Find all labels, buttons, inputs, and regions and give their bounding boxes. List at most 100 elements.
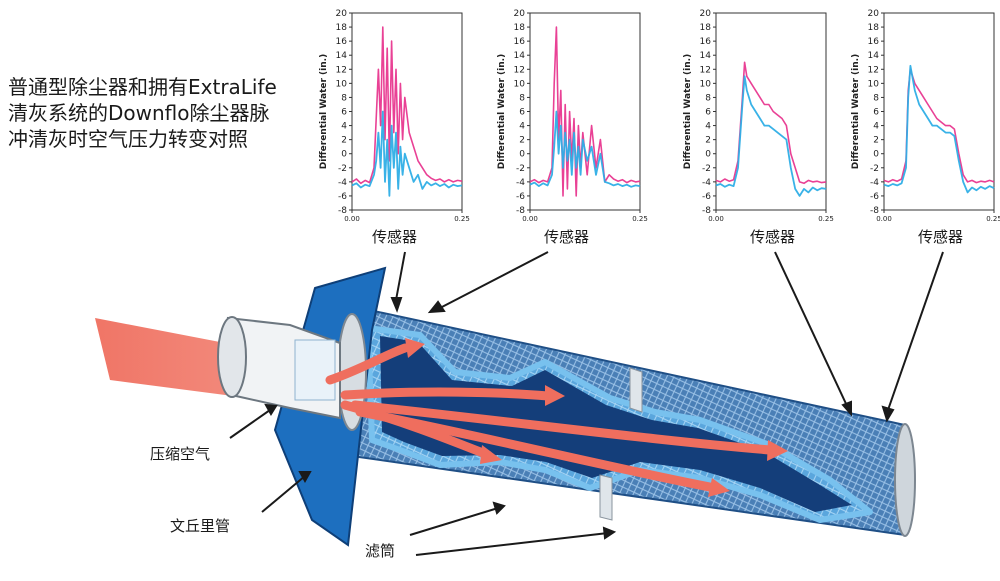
- y-tick-label: -2: [516, 164, 525, 174]
- title-line-2: 清灰系统的Downflo除尘器脉: [8, 101, 270, 125]
- y-tick-label: -8: [870, 206, 879, 216]
- y-tick-label: 12: [336, 65, 347, 75]
- y-tick-label: -6: [516, 192, 525, 202]
- sensor-label-1: 传感器: [372, 228, 418, 246]
- y-tick-label: -4: [870, 178, 879, 188]
- y-tick-label: 6: [873, 108, 879, 118]
- x-tick-label: 0.25: [986, 215, 1000, 223]
- y-tick-label: 18: [868, 23, 880, 33]
- y-tick-label: -2: [338, 164, 347, 174]
- y-tick-label: 0: [873, 150, 879, 160]
- y-tick-label: 18: [514, 23, 526, 33]
- y-tick-label: 0: [519, 150, 525, 160]
- y-tick-label: -2: [702, 164, 711, 174]
- series-line-1: [715, 61, 827, 185]
- plot-frame: [351, 12, 463, 211]
- series-line-1: [529, 26, 641, 197]
- y-axis-label: Differential Water (in.): [683, 54, 693, 169]
- y-tick-label: 8: [873, 93, 879, 103]
- y-tick-label: 8: [341, 93, 347, 103]
- y-tick-label: 10: [700, 79, 712, 89]
- y-tick-label: 20: [336, 9, 348, 19]
- venturi-label: 文丘里管: [170, 517, 231, 535]
- x-tick-label: 0.00: [708, 215, 724, 223]
- sensor-label-4: 传感器: [918, 228, 964, 246]
- y-tick-label: 16: [700, 37, 712, 47]
- y-tick-label: 10: [336, 79, 348, 89]
- y-axis-label: Differential Water (in.): [319, 54, 329, 169]
- compressed-air-label: 压缩空气: [150, 445, 211, 463]
- y-tick-label: -2: [870, 164, 879, 174]
- title-line-3: 冲清灰时空气压力转变对照: [8, 127, 248, 151]
- y-tick-label: 16: [868, 37, 880, 47]
- y-tick-label: 4: [519, 122, 525, 132]
- y-tick-label: -8: [516, 206, 525, 216]
- y-tick-label: 14: [868, 51, 880, 61]
- y-tick-label: -4: [338, 178, 347, 188]
- y-tick-label: 18: [700, 23, 712, 33]
- filter-cylinder: [343, 306, 916, 537]
- y-tick-label: 20: [514, 9, 526, 19]
- venturi-tube: [217, 316, 341, 420]
- y-tick-label: 12: [514, 65, 525, 75]
- y-tick-label: 6: [705, 108, 711, 118]
- series-line-2: [529, 110, 641, 188]
- y-tick-label: 4: [705, 122, 711, 132]
- y-tick-label: 18: [336, 23, 348, 33]
- x-tick-label: 0.00: [522, 215, 538, 223]
- y-tick-label: 16: [336, 37, 348, 47]
- y-tick-label: 16: [514, 37, 526, 47]
- y-tick-label: 12: [868, 65, 879, 75]
- y-tick-label: 14: [514, 51, 526, 61]
- y-tick-label: 4: [873, 122, 879, 132]
- filter-illustration: [95, 251, 944, 556]
- y-tick-label: 20: [700, 9, 712, 19]
- y-tick-label: -4: [516, 178, 525, 188]
- sensor-label-3: 传感器: [750, 228, 796, 246]
- x-tick-label: 0.25: [818, 215, 834, 223]
- y-tick-label: 20: [868, 9, 880, 19]
- y-tick-label: 8: [519, 93, 525, 103]
- series-line-2: [351, 110, 463, 197]
- series-line-2: [715, 75, 827, 197]
- y-tick-label: 8: [705, 93, 711, 103]
- y-axis-label: Differential Water (in.): [497, 54, 507, 169]
- y-tick-label: 2: [341, 136, 347, 146]
- air-flow-arrows: [325, 343, 775, 493]
- y-tick-label: 14: [336, 51, 348, 61]
- y-tick-label: 10: [868, 79, 880, 89]
- y-tick-label: 6: [519, 108, 525, 118]
- series-line-1: [351, 26, 463, 185]
- y-tick-label: 2: [873, 136, 879, 146]
- y-tick-label: 0: [341, 150, 347, 160]
- y-tick-label: -6: [702, 192, 711, 202]
- y-tick-label: 2: [705, 136, 711, 146]
- callout-arrows: [229, 251, 944, 556]
- diagram-title: 普通型除尘器和拥有ExtraLife 清灰系统的Downflo除尘器脉 冲清灰时…: [8, 74, 308, 152]
- y-tick-label: 14: [700, 51, 712, 61]
- x-tick-label: 0.00: [344, 215, 360, 223]
- y-tick-label: 10: [514, 79, 526, 89]
- plot-frame: [883, 12, 995, 211]
- y-tick-label: -4: [702, 178, 711, 188]
- series-line-1: [883, 68, 995, 184]
- y-axis-label: Differential Water (in.): [851, 54, 861, 169]
- y-tick-label: 4: [341, 122, 347, 132]
- y-tick-label: 2: [519, 136, 525, 146]
- y-tick-label: -8: [702, 206, 711, 216]
- y-tick-label: -6: [870, 192, 879, 202]
- filter-label: 滤筒: [365, 542, 396, 560]
- y-tick-label: 0: [705, 150, 711, 160]
- y-tick-label: 6: [341, 108, 347, 118]
- x-tick-label: 0.00: [876, 215, 892, 223]
- y-tick-label: 12: [700, 65, 711, 75]
- x-tick-label: 0.25: [632, 215, 648, 223]
- x-tick-label: 0.25: [454, 215, 470, 223]
- sensor-label-2: 传感器: [544, 228, 590, 246]
- y-tick-label: -6: [338, 192, 347, 202]
